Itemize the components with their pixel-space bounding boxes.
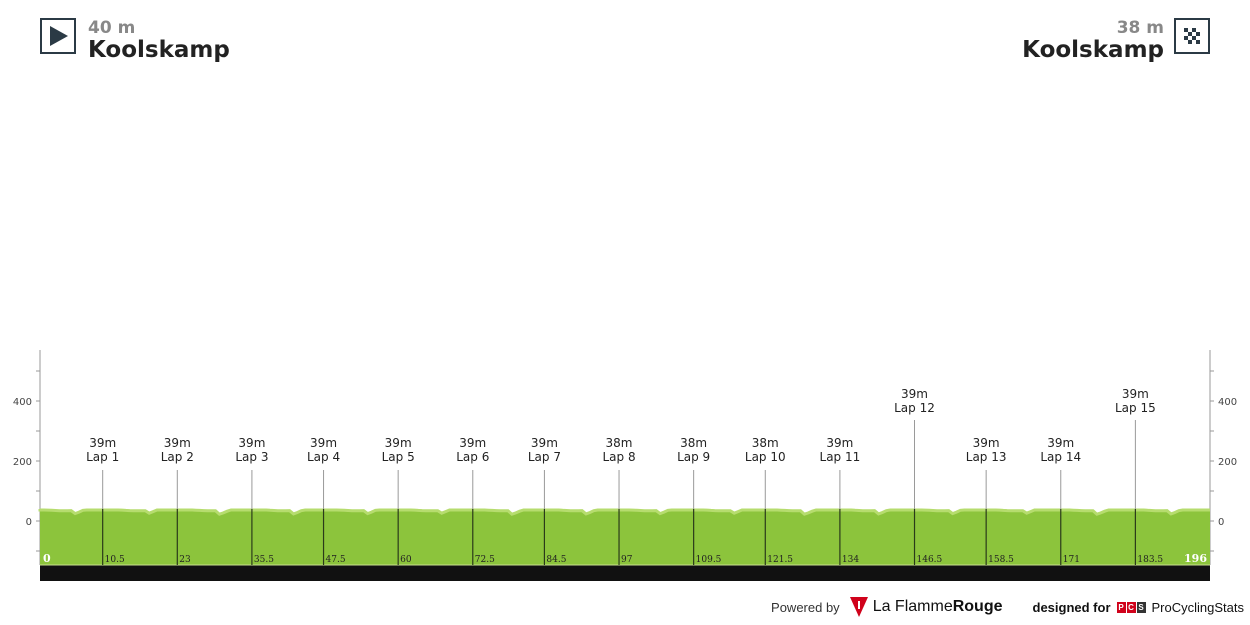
y-tick-label-right: 400 bbox=[1218, 397, 1237, 408]
pcs-letter-p: P bbox=[1116, 601, 1126, 613]
lap-km-label: 171 bbox=[1063, 555, 1080, 565]
checkered-flag-icon bbox=[1174, 18, 1210, 54]
lap-km-label: 47.5 bbox=[326, 555, 346, 565]
powered-by-text: Powered by bbox=[771, 599, 840, 615]
lap-name-label: Lap 13 bbox=[966, 450, 1007, 464]
finish-altitude: 38 m bbox=[1116, 18, 1164, 38]
start-altitude: 40 m bbox=[88, 18, 136, 38]
lap-name-label: Lap 12 bbox=[894, 401, 935, 415]
lap-name-label: Lap 14 bbox=[1040, 450, 1081, 464]
lap-km-label: 84.5 bbox=[546, 555, 566, 565]
lap-km-label: 109.5 bbox=[696, 555, 722, 565]
lap-km-label: 10.5 bbox=[105, 555, 125, 565]
y-tick-label-left: 0 bbox=[26, 517, 32, 528]
lap-km-label: 146.5 bbox=[917, 555, 943, 565]
pcs-logo[interactable]: P C S bbox=[1116, 601, 1147, 613]
lap-km-label: 23 bbox=[179, 555, 191, 565]
lap-altitude-label: 39m bbox=[164, 436, 191, 450]
lap-name-label: Lap 15 bbox=[1115, 401, 1156, 415]
lap-name-label: Lap 9 bbox=[677, 450, 710, 464]
lap-name-label: Lap 8 bbox=[602, 450, 635, 464]
lap-name-label: Lap 4 bbox=[307, 450, 340, 464]
lap-name-label: Lap 7 bbox=[528, 450, 561, 464]
lap-altitude-label: 38m bbox=[680, 436, 707, 450]
lap-km-label: 183.5 bbox=[1137, 555, 1163, 565]
lap-km-label: 134 bbox=[842, 555, 859, 565]
start-flag-icon bbox=[40, 18, 76, 54]
start-location: Koolskamp bbox=[88, 37, 230, 63]
lap-altitude-label: 38m bbox=[606, 436, 633, 450]
lap-km-label: 72.5 bbox=[475, 555, 495, 565]
x-start-label: 0 bbox=[43, 552, 51, 565]
profile-area bbox=[40, 509, 1210, 565]
lap-name-label: Lap 5 bbox=[382, 450, 415, 464]
lap-km-label: 35.5 bbox=[254, 555, 274, 565]
start-header: 40 m Koolskamp bbox=[40, 18, 230, 62]
lap-altitude-label: 39m bbox=[459, 436, 486, 450]
lap-altitude-label: 38m bbox=[752, 436, 779, 450]
profile-highlight bbox=[38, 508, 1210, 516]
finish-location: Koolskamp bbox=[1022, 37, 1164, 63]
footer: Powered by La Flamme Rouge designed for P… bbox=[771, 597, 1244, 617]
lap-altitude-label: 39m bbox=[238, 436, 265, 450]
brand-light-text: La Flamme bbox=[872, 598, 953, 615]
lap-name-label: Lap 6 bbox=[456, 450, 489, 464]
pcs-name: ProCyclingStats bbox=[1151, 599, 1244, 615]
lap-km-label: 158.5 bbox=[988, 555, 1014, 565]
designed-for-text: designed for bbox=[1032, 599, 1111, 615]
lap-altitude-label: 39m bbox=[1047, 436, 1074, 450]
x-end-label: 196 bbox=[1184, 552, 1207, 565]
lap-km-label: 121.5 bbox=[767, 555, 793, 565]
y-tick-label-right: 0 bbox=[1218, 517, 1224, 528]
lap-altitude-label: 39m bbox=[385, 436, 412, 450]
pcs-letter-s: S bbox=[1136, 601, 1146, 613]
lap-altitude-label: 39m bbox=[89, 436, 116, 450]
lap-name-label: Lap 10 bbox=[745, 450, 786, 464]
y-tick-label-left: 400 bbox=[13, 397, 32, 408]
lap-altitude-label: 39m bbox=[310, 436, 337, 450]
lap-altitude-label: 39m bbox=[1122, 387, 1149, 401]
lap-altitude-label: 39m bbox=[826, 436, 853, 450]
y-tick-label-left: 200 bbox=[13, 457, 32, 468]
flamme-rouge-icon bbox=[849, 597, 868, 617]
lap-km-label: 97 bbox=[621, 555, 633, 565]
lap-km-label: 60 bbox=[400, 555, 412, 565]
lap-name-label: Lap 2 bbox=[161, 450, 194, 464]
lap-altitude-label: 39m bbox=[973, 436, 1000, 450]
lap-name-label: Lap 3 bbox=[235, 450, 268, 464]
finish-header: 38 m Koolskamp bbox=[1022, 18, 1210, 62]
lap-name-label: Lap 11 bbox=[820, 450, 861, 464]
profile-base-band bbox=[40, 565, 1210, 581]
y-tick-label-right: 200 bbox=[1218, 457, 1237, 468]
la-flamme-rouge-logo[interactable]: La Flamme Rouge bbox=[849, 597, 1003, 617]
lap-name-label: Lap 1 bbox=[86, 450, 119, 464]
pcs-letter-c: C bbox=[1126, 601, 1136, 613]
brand-bold-text: Rouge bbox=[952, 598, 1003, 615]
lap-altitude-label: 39m bbox=[901, 387, 928, 401]
lap-altitude-label: 39m bbox=[531, 436, 558, 450]
